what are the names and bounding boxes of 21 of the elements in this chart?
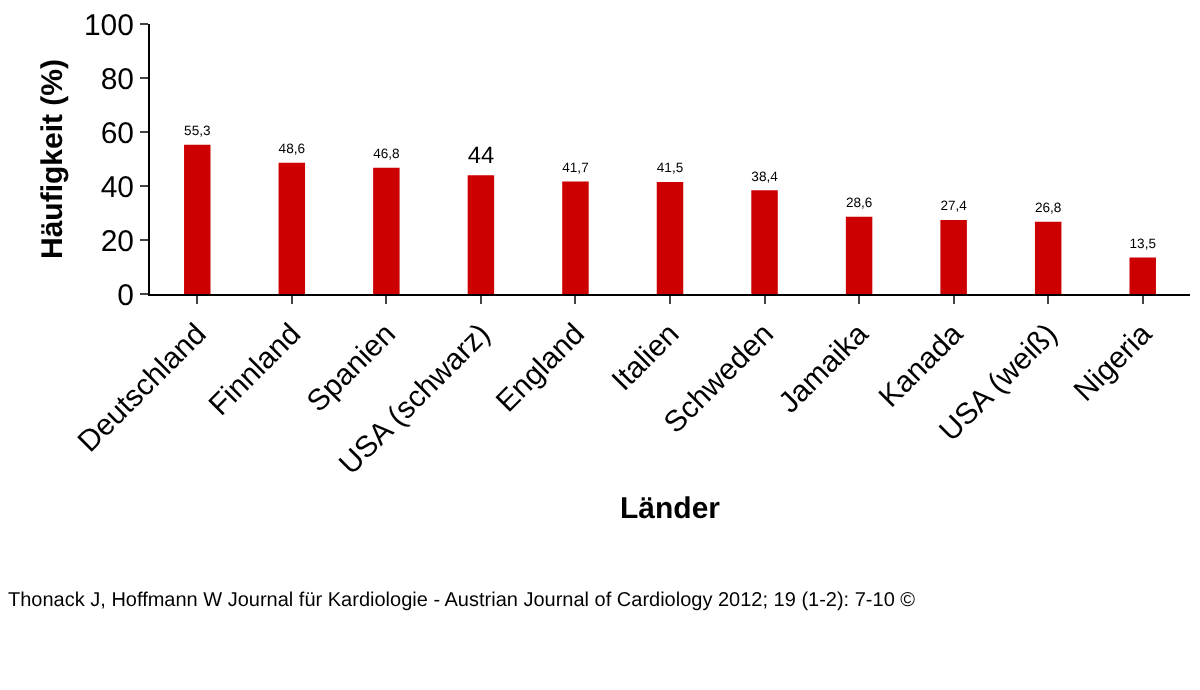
bar [940,220,967,294]
text: Thonack J, Hoffmann W Journal für Kardiologie - Austrian Journal of Cardiology 2012; 19 (1-2): 7-10 © [8,590,917,612]
bar [278,162,306,294]
x-axis-title: Länder [619,491,721,526]
y-tick-label: 60 [100,116,134,151]
bar [1034,221,1062,294]
y-tick-label: 0 [117,278,134,313]
bar [1129,257,1156,294]
bar [751,190,778,294]
bar [562,181,589,294]
bar [656,181,684,294]
y-tick-label: 100 [83,8,134,43]
bar [184,144,211,294]
y-tick-label: 80 [100,62,134,97]
y-axis-title: Häufigkeit (%) [36,58,71,260]
bar [373,167,400,294]
bar [845,216,873,294]
y-tick-label: 40 [100,170,134,205]
bar [467,175,495,294]
data-label: 44 [467,140,495,169]
y-tick-label: 20 [100,224,134,259]
